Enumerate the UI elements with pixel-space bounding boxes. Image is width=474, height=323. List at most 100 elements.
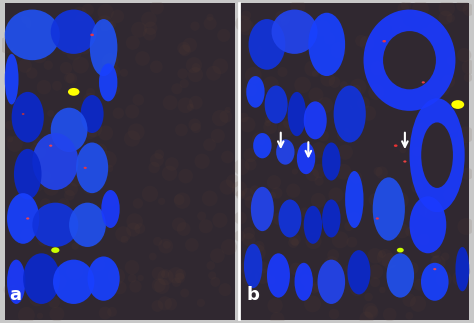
- Ellipse shape: [14, 149, 42, 200]
- Point: [279, 69, 286, 75]
- Point: [379, 287, 386, 293]
- Point: [132, 284, 139, 289]
- Point: [128, 276, 136, 281]
- Ellipse shape: [26, 217, 29, 220]
- Point: [246, 276, 254, 281]
- Point: [128, 265, 136, 270]
- Point: [45, 63, 52, 68]
- Ellipse shape: [264, 86, 288, 123]
- Point: [23, 233, 31, 238]
- Point: [340, 132, 348, 137]
- Point: [166, 100, 174, 105]
- Point: [68, 76, 75, 81]
- Point: [445, 79, 452, 84]
- Point: [290, 28, 298, 34]
- Ellipse shape: [345, 171, 364, 228]
- Point: [33, 138, 41, 143]
- Point: [401, 31, 408, 36]
- Point: [192, 65, 200, 70]
- Ellipse shape: [322, 200, 340, 237]
- Point: [181, 48, 189, 53]
- Point: [447, 16, 455, 21]
- Point: [39, 238, 47, 244]
- Point: [279, 16, 286, 21]
- Point: [120, 70, 128, 75]
- Point: [255, 244, 263, 249]
- Point: [6, 136, 14, 141]
- Point: [82, 162, 90, 168]
- Point: [237, 192, 244, 197]
- Point: [290, 188, 297, 193]
- Point: [172, 273, 180, 278]
- Point: [245, 237, 253, 242]
- Point: [371, 279, 379, 285]
- Ellipse shape: [422, 81, 425, 83]
- Point: [270, 180, 278, 185]
- Point: [236, 234, 244, 239]
- Point: [261, 142, 269, 147]
- Point: [291, 237, 299, 242]
- Point: [309, 172, 316, 177]
- Point: [225, 245, 233, 250]
- Point: [363, 41, 371, 46]
- Point: [341, 150, 349, 155]
- Ellipse shape: [253, 133, 272, 158]
- Point: [409, 266, 416, 271]
- Point: [71, 244, 79, 249]
- Point: [191, 72, 199, 77]
- Point: [86, 98, 94, 103]
- Point: [247, 162, 255, 167]
- Point: [247, 200, 255, 205]
- Point: [441, 254, 449, 259]
- Point: [249, 73, 257, 78]
- Point: [432, 85, 439, 90]
- Ellipse shape: [90, 19, 118, 76]
- Point: [400, 6, 407, 11]
- FancyBboxPatch shape: [5, 3, 235, 320]
- Point: [71, 268, 78, 274]
- Point: [415, 40, 423, 46]
- Ellipse shape: [383, 31, 436, 89]
- Point: [53, 83, 61, 89]
- Point: [214, 253, 221, 258]
- Point: [90, 126, 98, 131]
- Point: [432, 258, 440, 263]
- Point: [94, 260, 102, 265]
- Point: [136, 226, 144, 231]
- Point: [40, 85, 48, 90]
- Point: [374, 169, 382, 174]
- Point: [20, 21, 27, 26]
- Point: [406, 313, 413, 318]
- Point: [74, 212, 82, 217]
- Point: [191, 122, 199, 127]
- Point: [335, 48, 342, 53]
- Point: [229, 179, 237, 184]
- Point: [108, 309, 116, 315]
- Point: [42, 201, 49, 206]
- Point: [237, 165, 245, 170]
- Point: [419, 65, 427, 70]
- Point: [217, 64, 224, 69]
- Point: [304, 39, 312, 44]
- Ellipse shape: [246, 76, 264, 108]
- Point: [163, 242, 171, 247]
- Point: [155, 271, 162, 276]
- Point: [328, 261, 336, 266]
- Point: [14, 102, 22, 107]
- Point: [397, 198, 404, 203]
- Point: [181, 290, 189, 296]
- Point: [191, 24, 199, 29]
- Point: [251, 188, 259, 193]
- Point: [149, 254, 156, 259]
- Point: [304, 286, 311, 291]
- Point: [236, 186, 244, 192]
- Point: [216, 218, 224, 223]
- Point: [21, 63, 29, 68]
- Ellipse shape: [68, 88, 80, 96]
- Point: [465, 7, 473, 12]
- Point: [107, 59, 114, 64]
- Point: [29, 131, 37, 136]
- Point: [112, 88, 119, 93]
- Ellipse shape: [272, 10, 318, 54]
- Point: [413, 149, 421, 154]
